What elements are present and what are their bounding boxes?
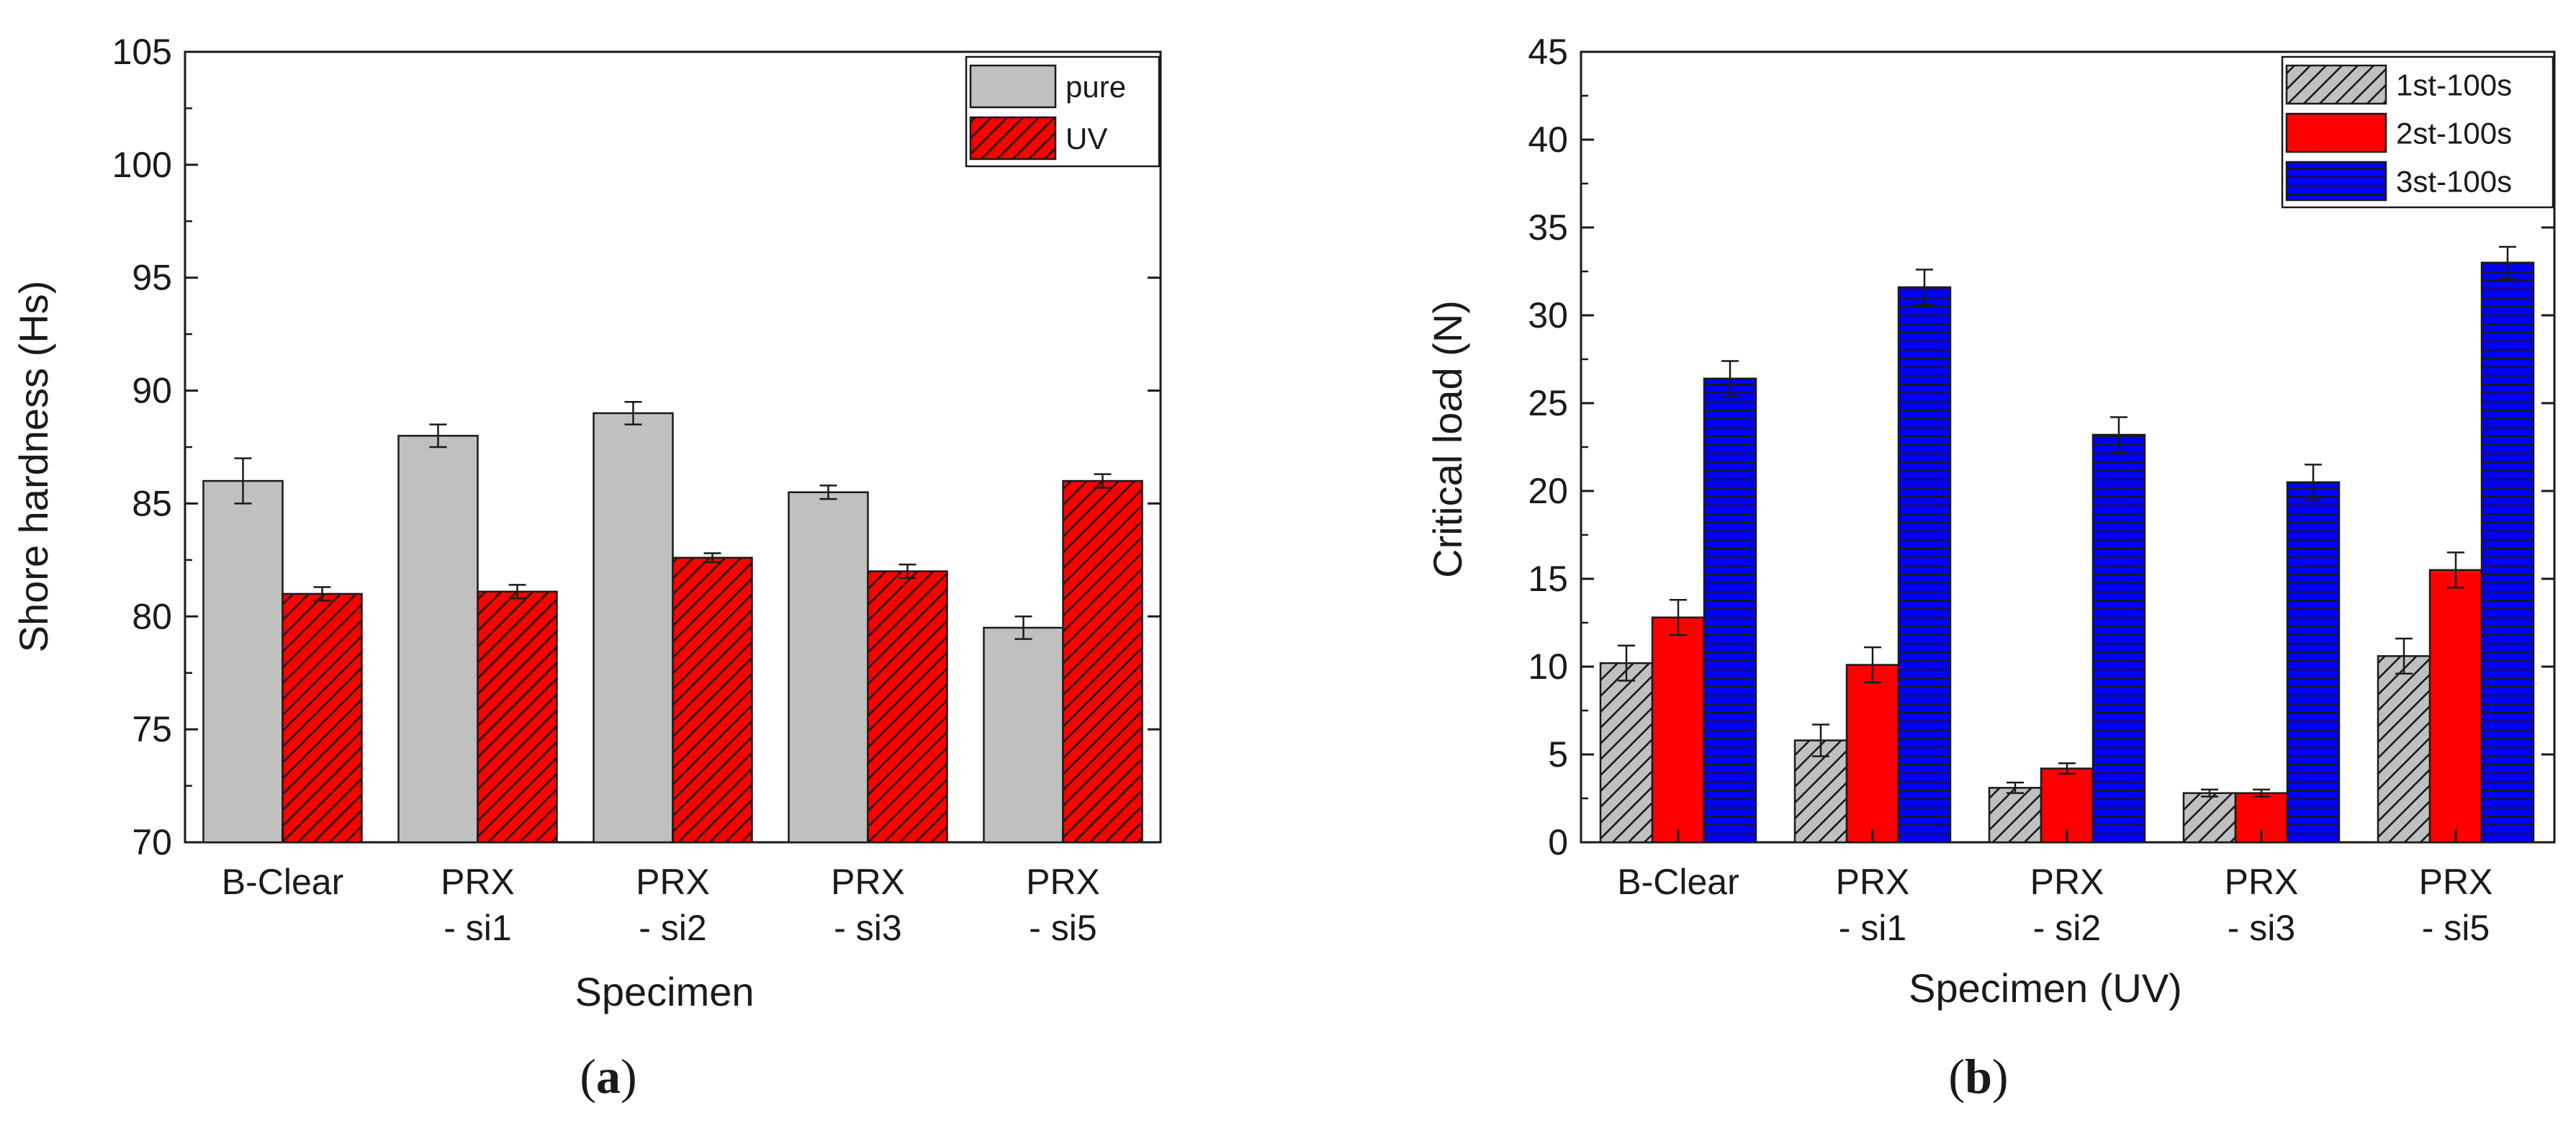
panel-b-legend-swatch-2st-100s — [2285, 112, 2387, 153]
panel-b-ytick-label: 0 — [1548, 822, 1568, 862]
panel-b-bar-2st-100s — [2040, 767, 2094, 844]
panel-a-legend-swatch-pure — [969, 64, 1057, 109]
panel-a-bar-pure — [397, 435, 479, 844]
panel-b-ytick-label: 30 — [1528, 295, 1568, 335]
panel-a-category-label-line: PRX — [636, 862, 710, 902]
panel-b-bar-hatch-1st-100s — [2184, 793, 2235, 842]
panel-a-bar-hatch-UV — [868, 571, 947, 842]
panel-b-legend-label-3st-100s: 3st-100s — [2396, 165, 2512, 199]
panel-b-bar-hatch-1st-100s — [2378, 656, 2430, 842]
panel-a-bar-hatch-UV — [477, 591, 557, 842]
panel-a-bar-pure — [593, 412, 674, 844]
panel-a-bar-pure — [202, 479, 284, 844]
chart-panel-b: 0 5 10 15 20 25 30 35 40 45 B-Clear PRX - si1 PRX - si… — [1425, 32, 2556, 1104]
panel-b-category-label: PRX - si3 — [2225, 862, 2299, 948]
chart-panel-a: 70 75 80 85 90 95 100 105 B-Clear PRX - si1 PRX - si… — [11, 32, 1162, 1104]
panel-b-ytick-label: 35 — [1528, 207, 1568, 248]
panel-b-bar-2st-100s — [1845, 664, 1900, 844]
panel-b-caption-open: ( — [1948, 1049, 1965, 1104]
panel-b-bar-hatch-1st-100s — [1989, 788, 2041, 842]
panel-b-category-label-line: B-Clear — [1617, 862, 1739, 902]
panel-b-category-label-line: PRX — [2419, 862, 2493, 902]
panel-b-bar-hatch-1st-100s — [1600, 663, 1652, 842]
panel-a-category-label: PRX - si5 — [1026, 862, 1100, 948]
panel-a-bar-hatch-UV — [1063, 481, 1143, 842]
panel-a-bar-pure — [983, 626, 1064, 844]
panel-b-category-label-line: - si1 — [1839, 908, 1906, 948]
panel-b-ytick-label: 40 — [1528, 120, 1568, 160]
panel-a-caption: (a) — [580, 1049, 636, 1104]
panel-b-category-label: PRX - si5 — [2419, 862, 2493, 948]
panel-b-ylabel: Critical load (N) — [1425, 300, 1470, 578]
panel-a-category-label: PRX - si3 — [831, 862, 905, 948]
panel-a-ytick-label: 80 — [132, 596, 172, 636]
panel-a-category-label-line: - si1 — [443, 908, 511, 948]
panel-a-ytick-label: 75 — [132, 709, 172, 749]
panel-b-category-label-line: - si3 — [2228, 908, 2295, 948]
panel-b-plot-elements: 0 5 10 15 20 25 30 35 40 45 B-Clear PRX - si1 PRX - si… — [1528, 32, 2556, 948]
panel-b-legend-label-2st-100s: 2st-100s — [2396, 117, 2512, 150]
panel-a-legend-swatch-hatch — [970, 117, 1055, 159]
panel-a-ytick-label: 90 — [132, 371, 172, 411]
panel-b-legend-swatch-hatch — [2287, 66, 2386, 104]
panel-b-bar-hatch-3st-100s — [1704, 378, 1756, 842]
panel-b-category-label-line: PRX — [2030, 862, 2104, 902]
panel-a-category-label: B-Clear — [222, 862, 343, 902]
panel-b-bar-hatch-3st-100s — [2287, 482, 2339, 842]
panel-a-ylabel: Shore hardness (Hs) — [11, 281, 56, 653]
panel-b-bar-2st-100s — [1651, 616, 1706, 844]
panel-a-legend-label-UV: UV — [1066, 122, 1107, 155]
panel-a-ytick-label: 105 — [112, 32, 172, 72]
panel-b-category-label-line: PRX — [1836, 862, 1910, 902]
panel-a-ytick-label: 100 — [112, 145, 172, 185]
panel-b-ytick-label: 45 — [1528, 32, 1568, 72]
panel-b-ytick-label: 25 — [1528, 383, 1568, 423]
panel-a-ytick-label: 95 — [132, 258, 172, 298]
panel-a-category-label-line: PRX — [1026, 862, 1100, 902]
panel-b-bar-hatch-3st-100s — [2482, 262, 2534, 842]
panel-a-ytick-label: 70 — [132, 822, 172, 862]
panel-a-bar-pure — [788, 491, 869, 844]
panel-a-caption-letter: a — [596, 1049, 621, 1104]
panel-b-bar-hatch-3st-100s — [2093, 434, 2145, 842]
panel-a-category-label-line: - si5 — [1029, 908, 1096, 948]
panel-b-bar-hatch-3st-100s — [1899, 287, 1950, 843]
panel-b-ytick-label: 20 — [1528, 471, 1568, 511]
panel-b-category-label: PRX - si1 — [1836, 862, 1910, 948]
panel-b-category-label: B-Clear — [1617, 862, 1739, 902]
panel-a-legend-label-pure: pure — [1066, 70, 1126, 104]
panel-a-category-label-line: B-Clear — [222, 862, 343, 902]
panel-a-category-label-line: - si3 — [834, 908, 901, 948]
panel-a-ytick-label: 85 — [132, 483, 172, 523]
panel-a-category-label: PRX - si1 — [441, 862, 515, 948]
panel-b-ytick-label: 15 — [1528, 559, 1568, 599]
panel-a-bar-hatch-UV — [282, 593, 362, 842]
panel-b-xlabel: Specimen (UV) — [1909, 965, 2182, 1011]
panel-a-bar-hatch-UV — [672, 557, 752, 842]
panel-a-xlabel: Specimen — [575, 969, 754, 1014]
panel-b-caption-close: ) — [1992, 1049, 2009, 1104]
panel-a-category-label-line: - si2 — [639, 908, 706, 948]
panel-b-legend-swatch-hatch — [2287, 162, 2386, 200]
panel-b-caption-letter: b — [1965, 1049, 1992, 1104]
panel-a-caption-open: ( — [580, 1049, 596, 1104]
panel-b-legend-label-1st-100s: 1st-100s — [2396, 68, 2512, 102]
panel-a-category-label-line: PRX — [831, 862, 905, 902]
panel-b-caption: (b) — [1948, 1049, 2008, 1104]
panel-b-ytick-label: 10 — [1528, 646, 1568, 687]
panel-a-caption-close: ) — [621, 1049, 637, 1104]
panel-a-category-label-line: PRX — [441, 862, 515, 902]
panel-b-category-label: PRX - si2 — [2030, 862, 2104, 948]
panel-a-plot-elements: 70 75 80 85 90 95 100 105 B-Clear PRX - si1 PRX - si… — [112, 32, 1162, 948]
panel-b-category-label-line: - si5 — [2422, 908, 2490, 948]
panel-b-category-label-line: PRX — [2225, 862, 2299, 902]
panel-a-category-label: PRX - si2 — [636, 862, 710, 948]
panel-b-ytick-label: 5 — [1548, 734, 1568, 775]
panel-b-bar-hatch-1st-100s — [1795, 740, 1847, 842]
panel-b-bar-2st-100s — [2428, 569, 2483, 844]
panel-b-category-label-line: - si2 — [2033, 908, 2101, 948]
